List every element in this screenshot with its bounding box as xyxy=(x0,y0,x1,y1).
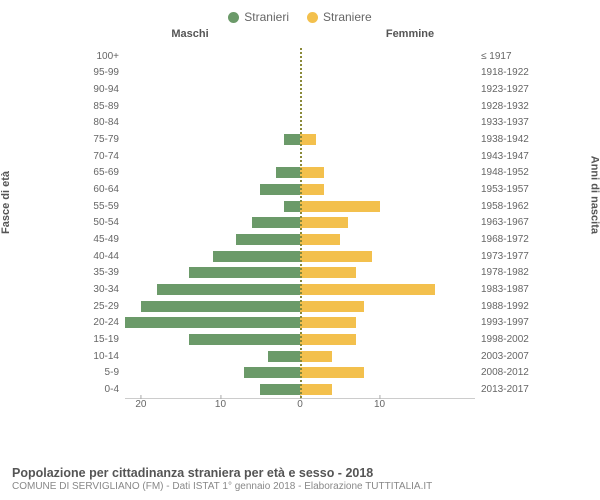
age-label: 15-19 xyxy=(75,334,125,345)
female-bar xyxy=(300,184,324,195)
birth-label: 1948-1952 xyxy=(475,167,525,178)
age-label: 20-24 xyxy=(75,317,125,328)
female-bar xyxy=(300,251,372,262)
male-bar xyxy=(189,334,300,345)
y-axis-right-title: Anni di nascita xyxy=(588,156,600,234)
footer: Popolazione per cittadinanza straniera p… xyxy=(12,466,588,492)
birth-label: 1928-1932 xyxy=(475,101,525,112)
birth-label: 1933-1937 xyxy=(475,117,525,128)
birth-label: 1988-1992 xyxy=(475,301,525,312)
female-bar xyxy=(300,334,356,345)
age-label: 55-59 xyxy=(75,201,125,212)
female-bar xyxy=(300,167,324,178)
female-bar xyxy=(300,351,332,362)
age-label: 85-89 xyxy=(75,101,125,112)
x-axis: 20 10 0 10 xyxy=(125,398,475,414)
legend-item-male: Stranieri xyxy=(228,10,289,24)
age-label: 70-74 xyxy=(75,151,125,162)
x-tick: 10 xyxy=(215,399,226,410)
age-label: 75-79 xyxy=(75,134,125,145)
male-bar xyxy=(276,167,300,178)
legend-male-label: Stranieri xyxy=(244,10,289,24)
male-bar xyxy=(125,317,300,328)
male-bar xyxy=(268,351,300,362)
y-axis-left-title: Fasce di età xyxy=(0,171,12,234)
female-bar xyxy=(300,234,340,245)
male-bar xyxy=(284,201,300,212)
birth-label: 1923-1927 xyxy=(475,84,525,95)
male-bar xyxy=(236,234,300,245)
x-tick: 0 xyxy=(297,399,303,410)
female-bar xyxy=(300,217,348,228)
age-label: 45-49 xyxy=(75,234,125,245)
age-label: 65-69 xyxy=(75,167,125,178)
age-label: 90-94 xyxy=(75,84,125,95)
birth-label: 1978-1982 xyxy=(475,267,525,278)
male-bar xyxy=(141,301,300,312)
birth-label: 1983-1987 xyxy=(475,284,525,295)
age-label: 95-99 xyxy=(75,67,125,78)
age-label: 40-44 xyxy=(75,251,125,262)
birth-label: 2003-2007 xyxy=(475,351,525,362)
chart-title: Popolazione per cittadinanza straniera p… xyxy=(12,466,588,480)
male-bar xyxy=(189,267,300,278)
legend-female-label: Straniere xyxy=(323,10,372,24)
column-header-female: Femmine xyxy=(300,28,510,46)
male-bar xyxy=(213,251,301,262)
female-bar xyxy=(300,384,332,395)
legend-item-female: Straniere xyxy=(307,10,372,24)
birth-label: 1958-1962 xyxy=(475,201,525,212)
male-bar xyxy=(260,384,300,395)
age-label: 25-29 xyxy=(75,301,125,312)
birth-label: 2013-2017 xyxy=(475,384,525,395)
male-bar xyxy=(252,217,300,228)
birth-label: 1918-1922 xyxy=(475,67,525,78)
female-bar xyxy=(300,301,364,312)
male-dot-icon xyxy=(228,12,239,23)
birth-label: 2008-2012 xyxy=(475,367,525,378)
male-bar xyxy=(284,134,300,145)
male-bar xyxy=(157,284,300,295)
birth-label: 1993-1997 xyxy=(475,317,525,328)
female-bar xyxy=(300,267,356,278)
legend: Stranieri Straniere xyxy=(0,0,600,28)
column-header-male: Maschi xyxy=(90,28,300,46)
female-bar xyxy=(300,284,435,295)
x-ticks: 20 10 0 10 xyxy=(125,399,475,414)
age-label: 30-34 xyxy=(75,284,125,295)
birth-label: 1938-1942 xyxy=(475,134,525,145)
age-label: 10-14 xyxy=(75,351,125,362)
female-bar xyxy=(300,201,380,212)
female-bar xyxy=(300,367,364,378)
age-label: 5-9 xyxy=(75,367,125,378)
female-dot-icon xyxy=(307,12,318,23)
birth-label: 1968-1972 xyxy=(475,234,525,245)
x-tick: 20 xyxy=(135,399,146,410)
age-label: 50-54 xyxy=(75,217,125,228)
female-bar xyxy=(300,317,356,328)
birth-label: 1973-1977 xyxy=(475,251,525,262)
birth-label: 1943-1947 xyxy=(475,151,525,162)
column-headers: Maschi Femmine xyxy=(90,28,510,46)
female-bar xyxy=(300,134,316,145)
x-tick: 10 xyxy=(374,399,385,410)
age-label: 35-39 xyxy=(75,267,125,278)
male-bar xyxy=(244,367,300,378)
age-label: 60-64 xyxy=(75,184,125,195)
birth-label: ≤ 1917 xyxy=(475,51,525,62)
age-label: 100+ xyxy=(75,51,125,62)
birth-label: 1998-2002 xyxy=(475,334,525,345)
chart: Fasce di età Anni di nascita Maschi Femm… xyxy=(20,28,580,428)
chart-subtitle: COMUNE DI SERVIGLIANO (FM) - Dati ISTAT … xyxy=(12,481,588,492)
birth-label: 1953-1957 xyxy=(475,184,525,195)
age-label: 80-84 xyxy=(75,117,125,128)
birth-label: 1963-1967 xyxy=(475,217,525,228)
center-axis-line xyxy=(300,48,302,398)
male-bar xyxy=(260,184,300,195)
age-label: 0-4 xyxy=(75,384,125,395)
